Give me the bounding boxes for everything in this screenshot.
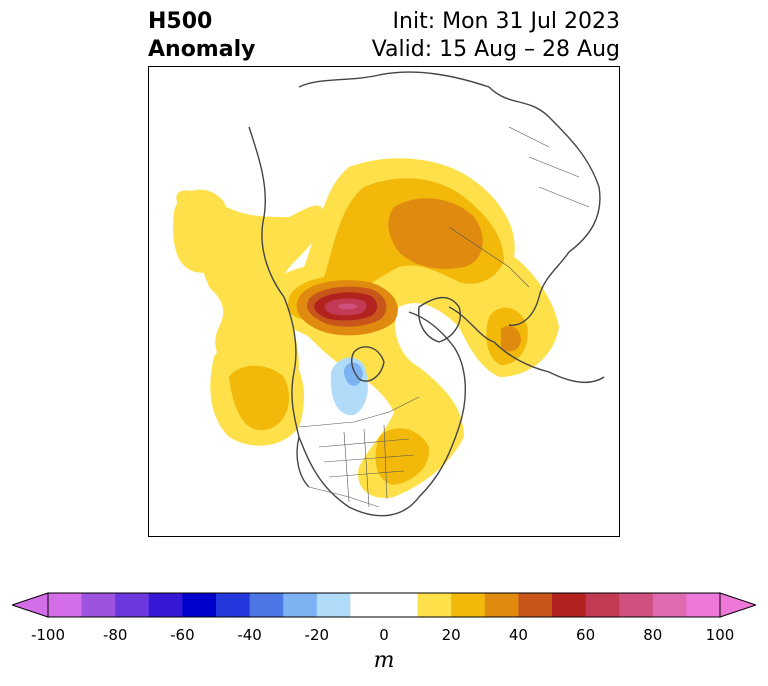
contour-nw-30 (229, 365, 289, 431)
coastline-hudson (351, 346, 385, 382)
colorbar-segment (518, 593, 553, 617)
colorbar-tick-label: -40 (237, 626, 262, 644)
colorbar-segment (48, 593, 83, 617)
colorbar-extend-max (719, 592, 756, 618)
colorbar-segment (81, 593, 116, 617)
contour-siberia-40 (388, 198, 483, 269)
colorbar-outline (47, 592, 721, 618)
colorbar-segment (484, 593, 519, 617)
colorbar-segment (148, 593, 183, 617)
title-variable: H500 (148, 9, 213, 34)
colorbar-segment (249, 593, 284, 617)
coastline-north-america (248, 126, 467, 517)
colorbar-segment (585, 593, 620, 617)
map-panel (148, 66, 620, 537)
colorbar-tick-label: -100 (30, 626, 66, 644)
colorbar-tick-label: -80 (102, 626, 128, 644)
coastline-asia (298, 71, 601, 326)
coastline-baja (296, 436, 310, 488)
coastline-greenland (417, 296, 461, 343)
colorbar-tick-label: 20 (441, 626, 461, 644)
colorbar-tick-label: 80 (643, 626, 663, 644)
contour-arctic-80 (338, 303, 358, 310)
colorbar-segments (12, 592, 756, 618)
colorbar-segment (182, 593, 217, 617)
colorbar (12, 592, 756, 618)
colorbar-tick-label: -60 (170, 626, 195, 644)
coastlines (248, 71, 605, 517)
border-asia-grid (508, 126, 590, 208)
border-us-canada (298, 396, 420, 428)
title-left: H500 Anomaly (148, 8, 255, 64)
colorbar-segment (619, 593, 654, 617)
colorbar-segment (552, 593, 587, 617)
borders (298, 126, 590, 508)
contour-nw-pacific-20 (173, 189, 229, 273)
title-right: Init: Mon 31 Jul 2023 Valid: 15 Aug – 28… (372, 8, 620, 64)
border-russia (448, 226, 530, 288)
colorbar-tick-label: 60 (576, 626, 596, 644)
colorbar-segment (384, 593, 419, 617)
border-states-grid (318, 424, 415, 508)
colorbar-extend-min (12, 592, 49, 618)
anomaly-contours-negative (330, 357, 368, 416)
title-field: Anomaly (148, 37, 256, 62)
anomaly-map (173, 71, 605, 517)
colorbar-segment (115, 593, 150, 617)
colorbar-tick-label: 0 (379, 626, 389, 644)
anomaly-contours-60 (314, 292, 378, 321)
colorbar-segment (216, 593, 251, 617)
colorbar-segment (316, 593, 351, 617)
valid-range: Valid: 15 Aug – 28 Aug (371, 37, 620, 62)
colorbar-segment (451, 593, 486, 617)
contour-east-us-30 (375, 428, 430, 485)
colorbar-segment (417, 593, 452, 617)
colorbar-segment (283, 593, 318, 617)
colorbar-tick-label: 100 (705, 626, 735, 644)
contour-canada-neg-20 (344, 362, 363, 386)
contour-scand-40 (501, 325, 521, 352)
colorbar-tick-label: -20 (304, 626, 330, 644)
colorbar-unit: m (373, 648, 395, 673)
init-date: Init: Mon 31 Jul 2023 (392, 9, 620, 34)
colorbar-segment (652, 593, 687, 617)
colorbar-segment (350, 593, 385, 617)
coastline-europe (448, 306, 605, 384)
colorbar-segment (686, 593, 721, 617)
colorbar-tick-label: 40 (508, 626, 528, 644)
